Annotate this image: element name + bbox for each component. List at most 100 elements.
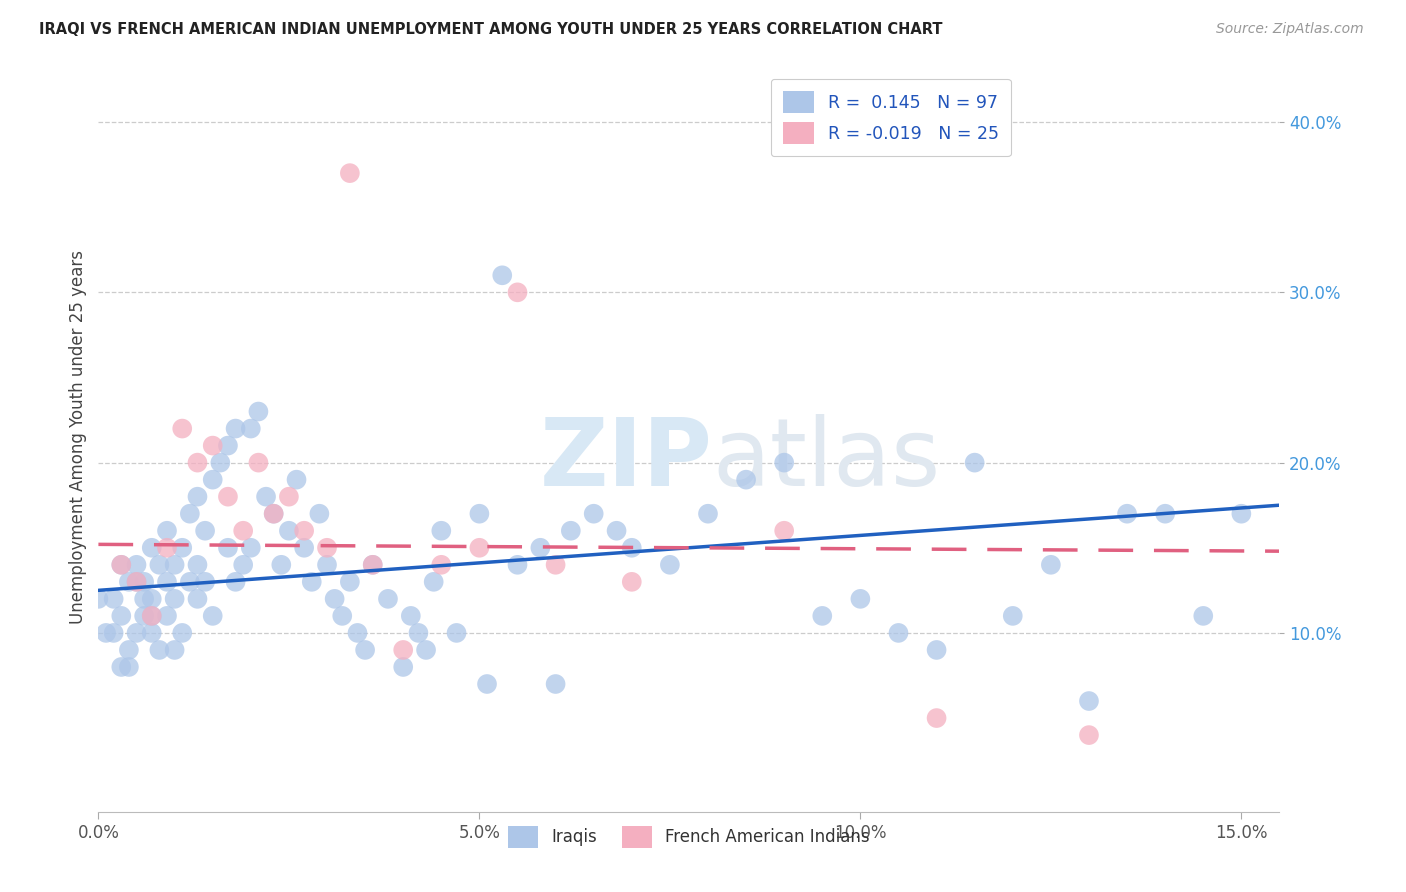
Point	[415, 643, 437, 657]
Point	[1230, 507, 1253, 521]
Point	[506, 285, 529, 300]
Legend: Iraqis, French American Indians: Iraqis, French American Indians	[499, 818, 879, 855]
Point	[446, 626, 468, 640]
Point	[232, 524, 254, 538]
Point	[339, 166, 361, 180]
Point	[87, 591, 110, 606]
Point	[316, 541, 339, 555]
Point	[1154, 507, 1177, 521]
Point	[201, 473, 224, 487]
Point	[148, 643, 170, 657]
Point	[292, 541, 315, 555]
Point	[606, 524, 628, 538]
Point	[247, 456, 270, 470]
Point	[134, 608, 156, 623]
Point	[247, 404, 270, 418]
Point	[172, 421, 194, 435]
Point	[156, 574, 179, 589]
Point	[239, 421, 262, 435]
Point	[172, 541, 194, 555]
Point	[186, 456, 208, 470]
Point	[354, 643, 377, 657]
Point	[125, 626, 148, 640]
Point	[544, 558, 567, 572]
Point	[292, 524, 315, 538]
Point	[430, 558, 453, 572]
Point	[925, 711, 948, 725]
Point	[422, 574, 444, 589]
Point	[811, 608, 834, 623]
Point	[134, 574, 156, 589]
Point	[361, 558, 384, 572]
Point	[156, 541, 179, 555]
Point	[217, 439, 239, 453]
Point	[773, 524, 796, 538]
Point	[658, 558, 681, 572]
Point	[330, 608, 353, 623]
Point	[239, 541, 262, 555]
Point	[308, 507, 330, 521]
Point	[194, 524, 217, 538]
Point	[103, 626, 125, 640]
Point	[209, 456, 232, 470]
Point	[125, 558, 148, 572]
Point	[232, 558, 254, 572]
Point	[110, 558, 132, 572]
Point	[217, 541, 239, 555]
Point	[186, 591, 208, 606]
Point	[491, 268, 513, 283]
Point	[392, 660, 415, 674]
Point	[620, 574, 643, 589]
Point	[263, 507, 285, 521]
Point	[408, 626, 430, 640]
Text: ZIP: ZIP	[540, 414, 713, 506]
Point	[529, 541, 551, 555]
Point	[225, 421, 247, 435]
Point	[156, 524, 179, 538]
Text: IRAQI VS FRENCH AMERICAN INDIAN UNEMPLOYMENT AMONG YOUTH UNDER 25 YEARS CORRELAT: IRAQI VS FRENCH AMERICAN INDIAN UNEMPLOY…	[39, 22, 943, 37]
Point	[887, 626, 910, 640]
Point	[468, 507, 491, 521]
Point	[110, 558, 132, 572]
Point	[849, 591, 872, 606]
Point	[277, 490, 299, 504]
Point	[141, 541, 163, 555]
Point	[225, 574, 247, 589]
Point	[1078, 694, 1101, 708]
Point	[217, 490, 239, 504]
Point	[361, 558, 384, 572]
Point	[285, 473, 308, 487]
Point	[1001, 608, 1024, 623]
Point	[194, 574, 217, 589]
Point	[125, 574, 148, 589]
Text: atlas: atlas	[713, 414, 941, 506]
Point	[544, 677, 567, 691]
Y-axis label: Unemployment Among Youth under 25 years: Unemployment Among Youth under 25 years	[69, 250, 87, 624]
Point	[773, 456, 796, 470]
Point	[925, 643, 948, 657]
Point	[156, 608, 179, 623]
Point	[118, 643, 141, 657]
Point	[963, 456, 986, 470]
Point	[1039, 558, 1062, 572]
Point	[163, 643, 186, 657]
Point	[163, 558, 186, 572]
Point	[697, 507, 720, 521]
Point	[263, 507, 285, 521]
Point	[1078, 728, 1101, 742]
Point	[172, 626, 194, 640]
Point	[179, 574, 201, 589]
Point	[468, 541, 491, 555]
Point	[141, 608, 163, 623]
Point	[118, 574, 141, 589]
Point	[125, 574, 148, 589]
Point	[134, 591, 156, 606]
Point	[475, 677, 498, 691]
Point	[254, 490, 277, 504]
Point	[323, 591, 346, 606]
Point	[110, 660, 132, 674]
Point	[186, 558, 208, 572]
Point	[339, 574, 361, 589]
Point	[163, 591, 186, 606]
Text: Source: ZipAtlas.com: Source: ZipAtlas.com	[1216, 22, 1364, 37]
